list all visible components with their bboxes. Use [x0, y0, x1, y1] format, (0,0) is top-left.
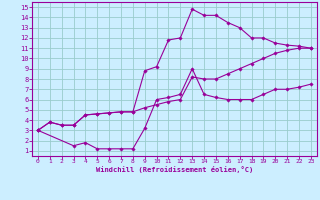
X-axis label: Windchill (Refroidissement éolien,°C): Windchill (Refroidissement éolien,°C) [96, 166, 253, 173]
